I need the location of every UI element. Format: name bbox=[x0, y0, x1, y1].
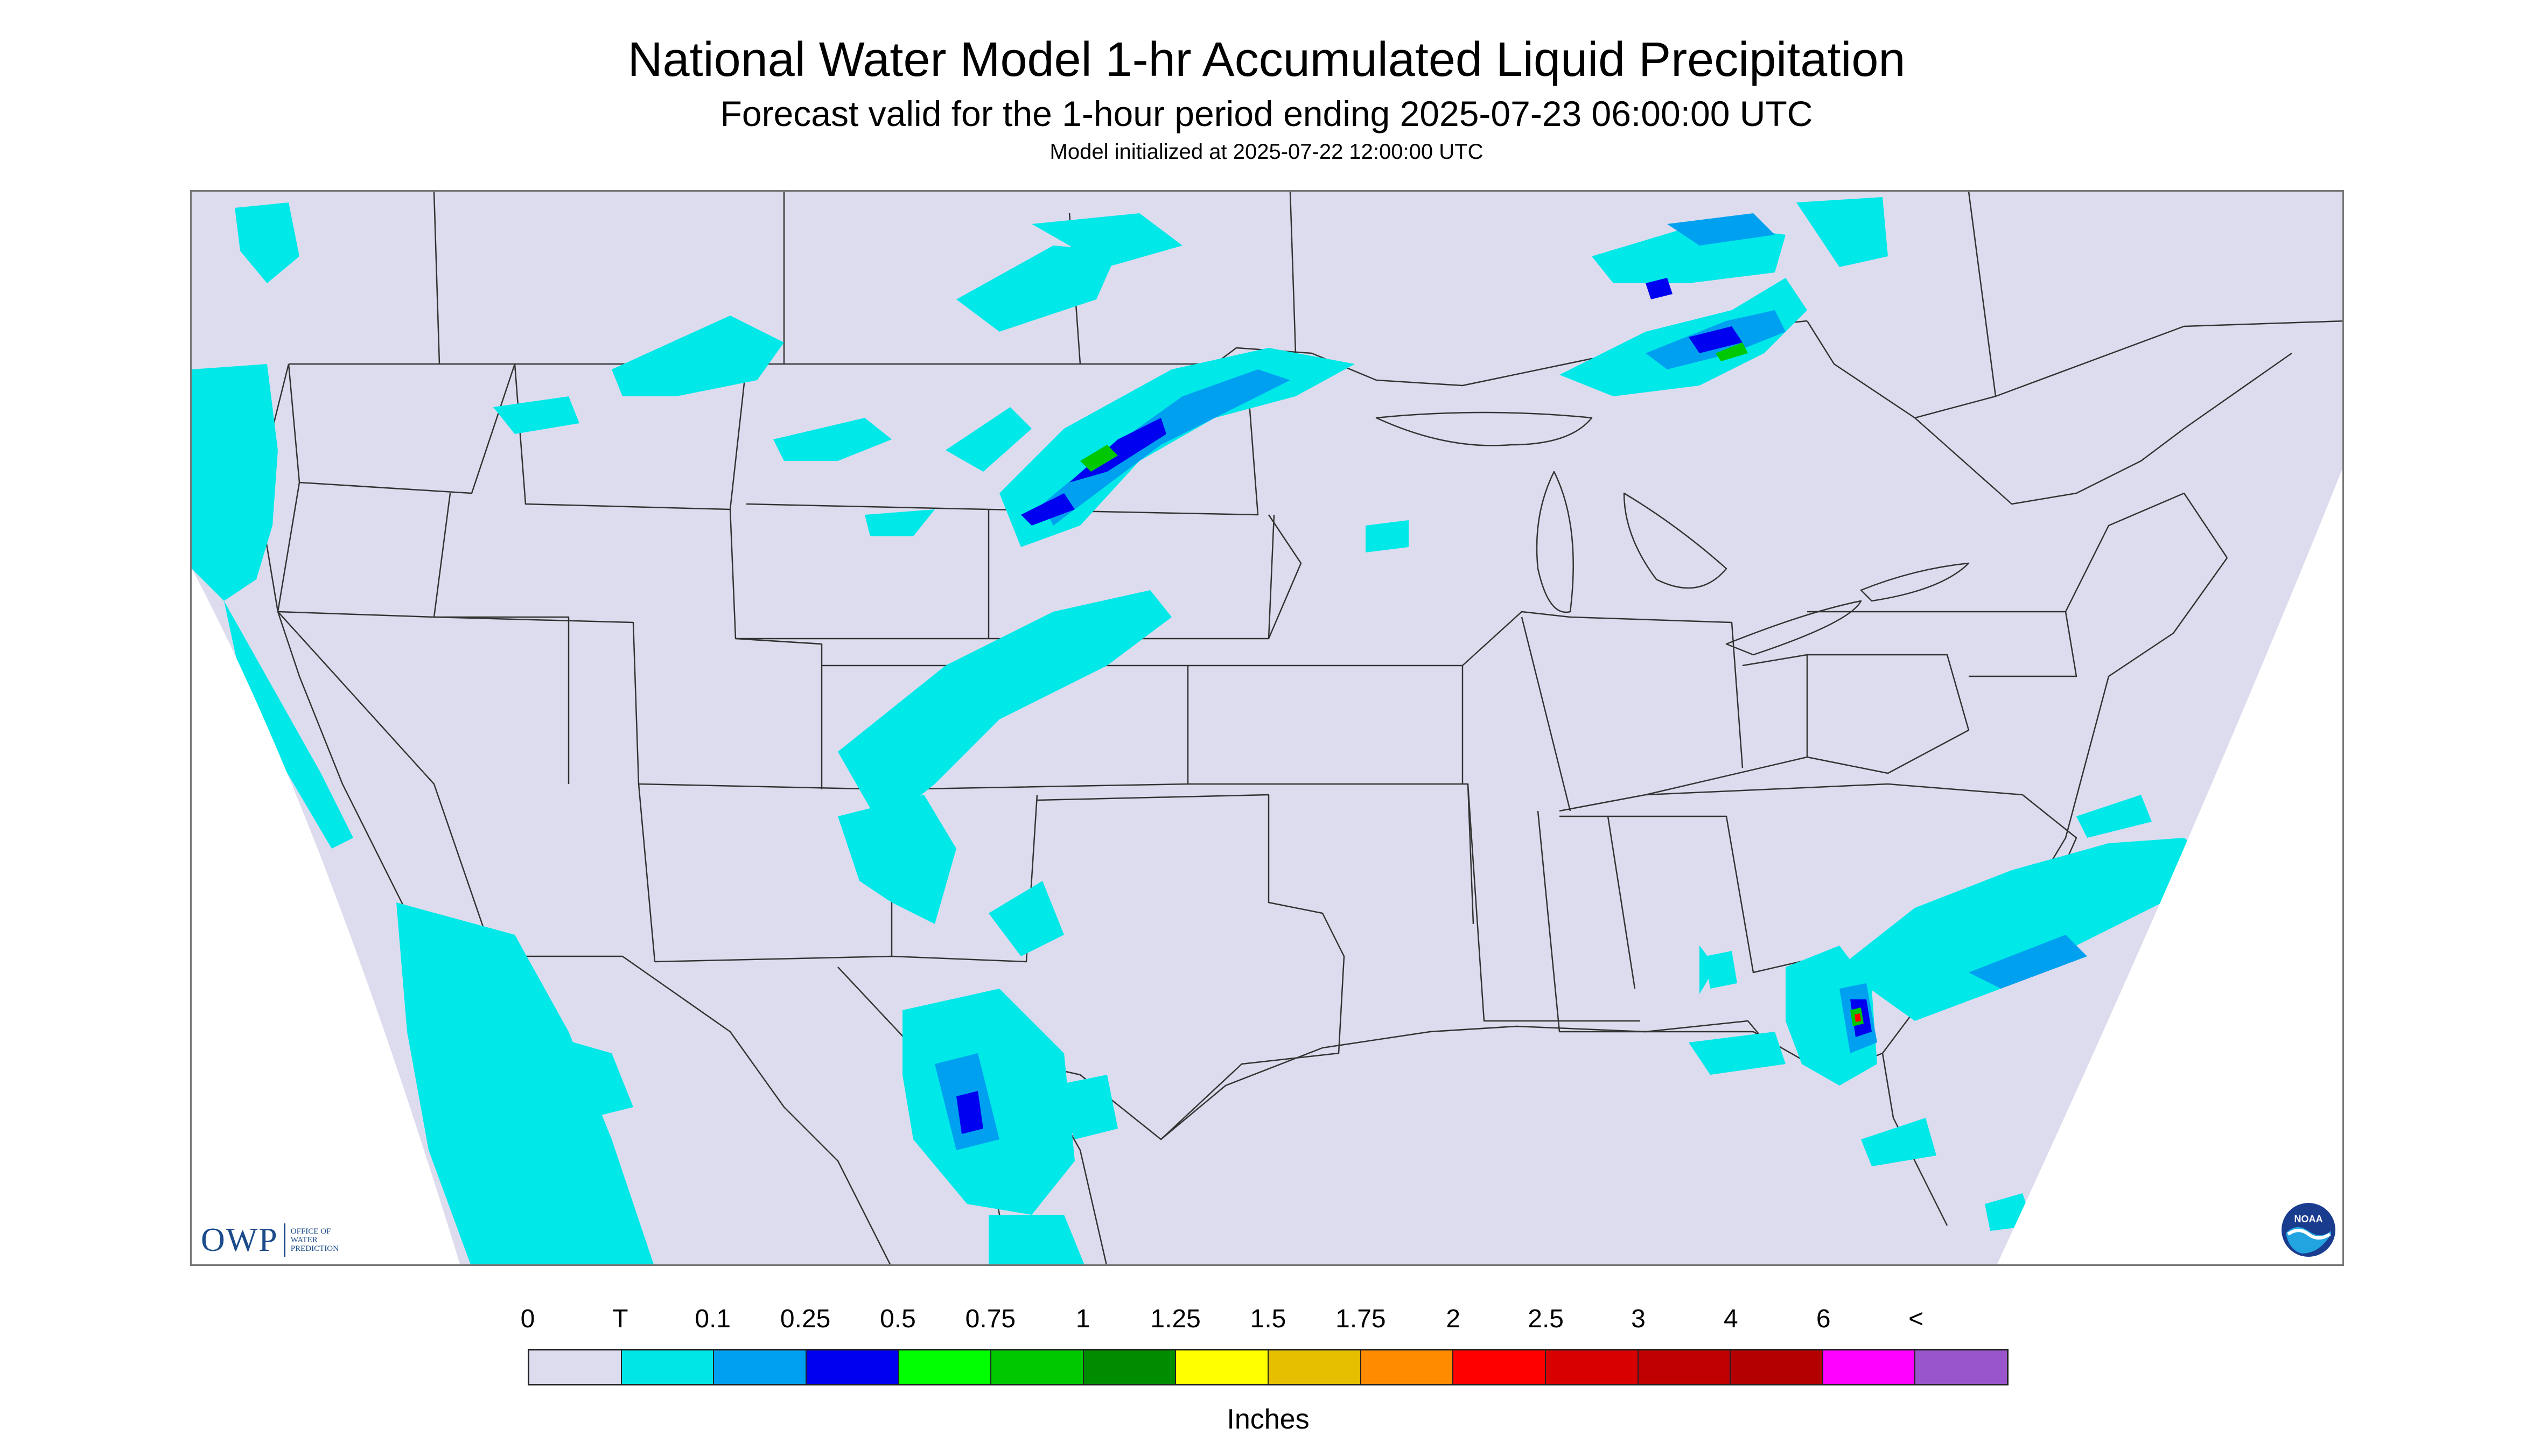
precip-heavy bbox=[1080, 342, 1864, 1026]
legend-label: 1.5 bbox=[1250, 1305, 1286, 1333]
owp-sub-line-1: OFFICE OF bbox=[290, 1227, 331, 1236]
legend-label: 1.25 bbox=[1150, 1305, 1201, 1333]
legend-swatch bbox=[1269, 1350, 1361, 1384]
forecast-valid-subtitle: Forecast valid for the 1-hour period end… bbox=[720, 94, 1813, 134]
owp-logo: OWP OFFICE OF WATER PREDICTION bbox=[201, 1221, 339, 1259]
legend-label: 0.25 bbox=[780, 1305, 831, 1333]
legend-label: 2 bbox=[1446, 1305, 1461, 1333]
legend-label: 0.75 bbox=[965, 1305, 1016, 1333]
legend-swatch bbox=[714, 1350, 807, 1384]
legend-swatch bbox=[1361, 1350, 1454, 1384]
legend-swatch bbox=[1915, 1350, 2007, 1384]
legend-label: 4 bbox=[1724, 1305, 1738, 1333]
legend-label: 0.5 bbox=[880, 1305, 916, 1333]
legend-swatch bbox=[806, 1350, 899, 1384]
owp-sub-line-2: WATER bbox=[290, 1236, 318, 1244]
legend-swatch bbox=[1731, 1350, 1823, 1384]
owp-sub-line-3: PREDICTION bbox=[290, 1244, 339, 1253]
precip-legend: 0 T 0.1 0.25 0.5 0.75 1 1.25 1.5 1.75 2 2.5 3 4 6 < Inc… bbox=[521, 1292, 2009, 1443]
legend-swatch bbox=[1453, 1350, 1546, 1384]
outside-domain bbox=[192, 468, 2342, 1264]
legend-swatch bbox=[1823, 1350, 1916, 1384]
legend-labels: 0 T 0.1 0.25 0.5 0.75 1 1.25 1.5 1.75 2 2.5 3 4 6 < bbox=[521, 1305, 2009, 1339]
precip-extreme bbox=[1855, 1013, 1861, 1022]
legend-swatch bbox=[899, 1350, 992, 1384]
map-title: National Water Model 1-hr Accumulated Li… bbox=[627, 33, 1906, 87]
legend-swatch bbox=[991, 1350, 1084, 1384]
legend-label: 6 bbox=[1816, 1305, 1831, 1333]
legend-label: 1 bbox=[1075, 1305, 1090, 1333]
noaa-logo: NOAA bbox=[2280, 1202, 2336, 1258]
legend-label: 0.1 bbox=[695, 1305, 731, 1333]
legend-label: 1.75 bbox=[1335, 1305, 1386, 1333]
owp-logo-divider bbox=[283, 1223, 285, 1257]
owp-logo-text: OWP bbox=[201, 1221, 278, 1258]
legend-color-bar bbox=[528, 1349, 2009, 1385]
noaa-logo-text: NOAA bbox=[2294, 1214, 2323, 1224]
legend-swatch bbox=[1545, 1350, 1639, 1384]
legend-label: 3 bbox=[1631, 1305, 1646, 1333]
legend-swatch bbox=[621, 1350, 715, 1384]
legend-units: Inches bbox=[1227, 1404, 1310, 1435]
legend-label: T bbox=[612, 1305, 628, 1333]
legend-swatch bbox=[1638, 1350, 1731, 1384]
legend-label: 0 bbox=[520, 1305, 535, 1333]
precip-trace bbox=[192, 197, 2249, 1264]
legend-swatch bbox=[1083, 1350, 1177, 1384]
legend-swatch bbox=[529, 1350, 622, 1384]
legend-swatch bbox=[1176, 1350, 1269, 1384]
owp-logo-subtext: OFFICE OF WATER PREDICTION bbox=[291, 1227, 339, 1253]
legend-label: 2.5 bbox=[1528, 1305, 1564, 1333]
precip-map bbox=[190, 190, 2344, 1266]
model-init-text: Model initialized at 2025-07-22 12:00:00… bbox=[1049, 140, 1484, 164]
legend-label: < bbox=[1908, 1305, 1924, 1333]
